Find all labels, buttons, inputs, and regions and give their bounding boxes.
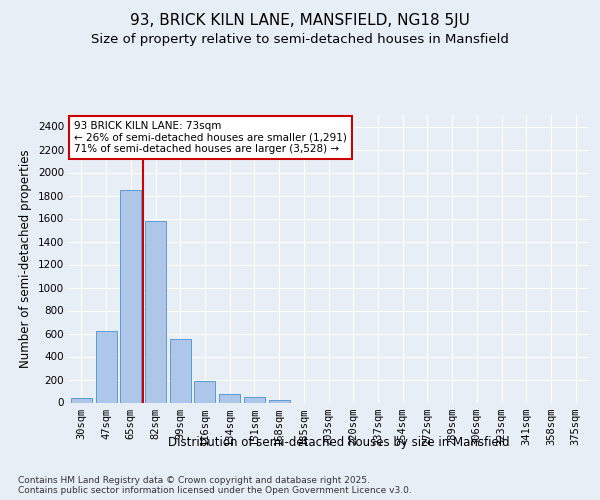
Bar: [194, 381, 215, 402]
Text: Size of property relative to semi-detached houses in Mansfield: Size of property relative to semi-detach…: [91, 32, 509, 46]
Bar: [71, 398, 92, 402]
Y-axis label: Number of semi-detached properties: Number of semi-detached properties: [19, 150, 32, 368]
Bar: [95, 331, 116, 402]
Text: Contains HM Land Registry data © Crown copyright and database right 2025.
Contai: Contains HM Land Registry data © Crown c…: [18, 476, 412, 495]
Bar: [145, 221, 166, 402]
Text: Distribution of semi-detached houses by size in Mansfield: Distribution of semi-detached houses by …: [168, 436, 510, 449]
Bar: [244, 398, 265, 402]
Text: 93, BRICK KILN LANE, MANSFIELD, NG18 5JU: 93, BRICK KILN LANE, MANSFIELD, NG18 5JU: [130, 12, 470, 28]
Bar: [219, 394, 240, 402]
Bar: [120, 190, 141, 402]
Bar: [170, 339, 191, 402]
Text: 93 BRICK KILN LANE: 73sqm
← 26% of semi-detached houses are smaller (1,291)
71% : 93 BRICK KILN LANE: 73sqm ← 26% of semi-…: [74, 120, 347, 154]
Bar: [269, 400, 290, 402]
